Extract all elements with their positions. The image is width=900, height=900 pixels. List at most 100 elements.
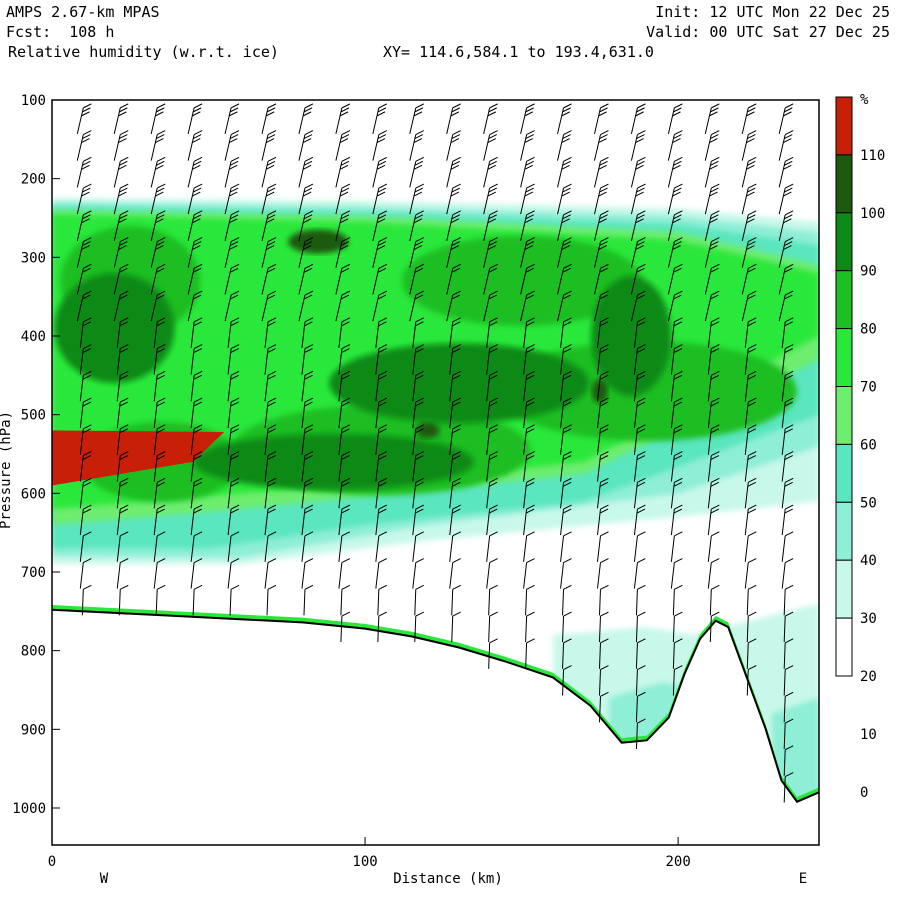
wind-barb [156, 348, 165, 354]
wind-barb [415, 317, 425, 323]
wind-barb [187, 187, 195, 215]
wind-barb [230, 237, 240, 243]
wind-barb [670, 562, 675, 589]
wind-barb [230, 584, 240, 590]
wind-barb [230, 103, 240, 109]
wind-barb [79, 509, 84, 536]
wind-barb [674, 397, 683, 403]
wind-barb [486, 375, 491, 402]
wind-barb [710, 348, 720, 354]
y-tick-label: 500 [21, 408, 46, 424]
wind-barb [187, 294, 195, 322]
wind-barb [156, 237, 166, 243]
y-tick-label: 200 [21, 172, 46, 188]
wind-barb [378, 263, 388, 269]
wind-barb [563, 103, 572, 109]
wind-barb [451, 214, 461, 220]
wind-barb [673, 348, 683, 354]
wind-barb [600, 477, 609, 483]
wind-barb [563, 531, 572, 537]
wind-barb [409, 214, 417, 241]
wind-barb [193, 455, 202, 461]
wind-barb [120, 451, 129, 457]
wind-barb [156, 290, 166, 296]
wind-barb [119, 455, 129, 461]
wind-barb [372, 161, 380, 188]
wind-barb [635, 218, 644, 224]
wind-barb [483, 187, 491, 215]
wind-barb [375, 348, 380, 375]
wind-barb [230, 481, 239, 487]
wind-barb [187, 107, 195, 134]
wind-barb [155, 138, 164, 144]
wind-barb [449, 535, 454, 562]
wind-barb [378, 130, 388, 136]
wind-barb [523, 428, 528, 455]
wind-barb [710, 187, 719, 193]
wind-barb [711, 584, 720, 590]
wind-barb [150, 134, 158, 161]
wind-barb [741, 294, 749, 322]
wind-barb [630, 161, 638, 188]
wind-barb [674, 103, 683, 109]
wind-barb [156, 531, 166, 537]
wind-barb [488, 642, 491, 669]
wind-barb [229, 164, 238, 170]
wind-barb [784, 321, 793, 327]
wind-barb [674, 504, 683, 510]
wind-barb [267, 504, 277, 510]
wind-barb [193, 321, 202, 327]
wind-barb [118, 191, 127, 197]
wind-barb [707, 402, 712, 429]
wind-barb [120, 504, 129, 510]
y-tick-label: 300 [21, 250, 46, 266]
wind-barb [81, 164, 90, 170]
wind-barb [193, 428, 202, 434]
wind-barb [635, 245, 644, 251]
wind-barb [673, 107, 682, 113]
wind-barb [711, 504, 720, 510]
wind-barb [781, 375, 786, 402]
wind-barb [378, 504, 388, 510]
wind-barb [193, 370, 203, 376]
wind-barb [378, 584, 388, 590]
wind-barb [637, 584, 646, 590]
wind-barb [81, 245, 90, 251]
wind-barb [372, 187, 380, 215]
wind-barb [376, 191, 386, 197]
wind-barb [119, 481, 129, 487]
wind-barb [489, 558, 498, 564]
wind-barb [741, 214, 749, 241]
wind-barb [302, 111, 312, 117]
wind-barb [674, 424, 683, 430]
wind-barb [523, 455, 528, 482]
wind-barb [116, 455, 121, 482]
wind-barb [230, 455, 239, 461]
colorbar-label: 80 [860, 322, 877, 338]
wind-barb [118, 138, 127, 144]
wind-barb [630, 107, 638, 134]
wind-barb [335, 107, 343, 134]
wind-barb [83, 397, 92, 403]
wind-barb [637, 156, 646, 162]
wind-barb [156, 344, 166, 350]
wind-barb [120, 103, 129, 109]
wind-barb [673, 481, 683, 487]
wind-barb [523, 402, 528, 429]
wind-barb [452, 451, 461, 457]
wind-barb [557, 268, 565, 295]
wind-barb [267, 374, 276, 380]
wind-barb [340, 214, 350, 220]
wind-barb [600, 317, 609, 323]
wind-barb [783, 696, 786, 723]
wind-barb [227, 375, 232, 402]
wind-barb [599, 241, 608, 247]
wind-barb [744, 402, 749, 429]
wind-barb [633, 348, 638, 375]
wind-barb [709, 245, 718, 251]
wind-barb [524, 111, 533, 117]
wind-barb [340, 241, 350, 247]
wind-barb [784, 374, 793, 380]
wind-barb [636, 107, 645, 113]
wind-barb [224, 214, 232, 241]
